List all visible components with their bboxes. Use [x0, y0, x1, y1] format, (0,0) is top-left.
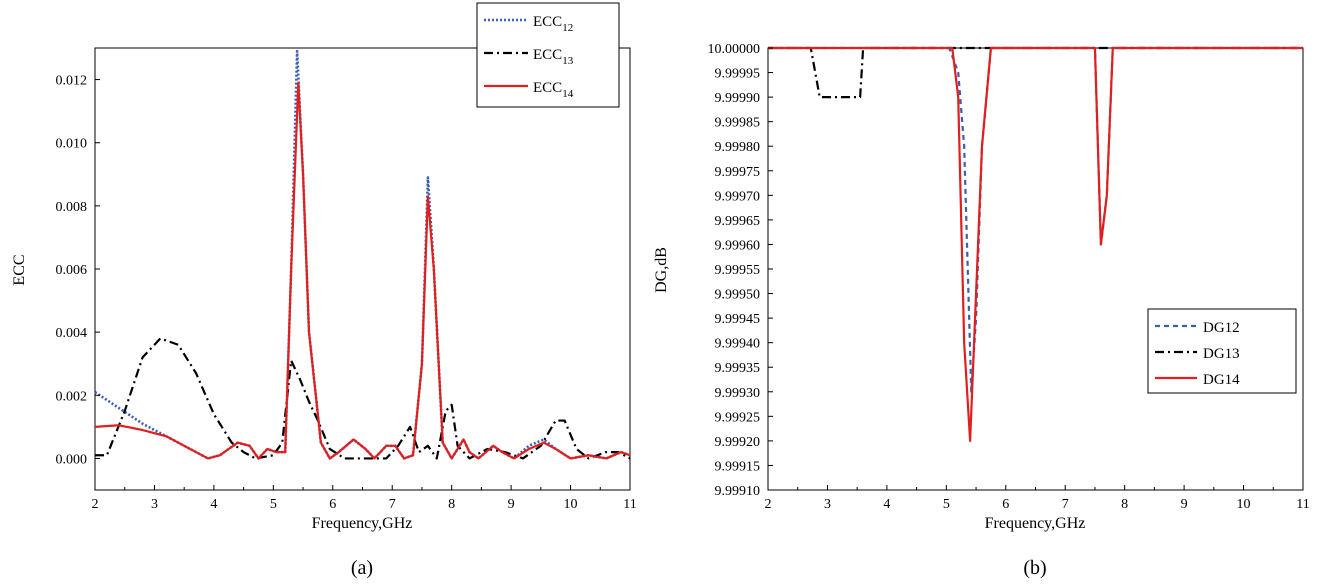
- x-tick-label: 9: [508, 497, 515, 512]
- legend-label-subscript: 12: [562, 22, 573, 34]
- x-tick-label: 9: [1181, 497, 1188, 512]
- x-tick-label: 11: [623, 497, 636, 512]
- legend-label-dg12: DG12: [1203, 320, 1240, 336]
- y-tick-label: 0.012: [56, 74, 88, 89]
- y-tick-label: 9.99965: [715, 214, 761, 229]
- legend-label-main: ECC: [533, 47, 562, 63]
- x-tick-label: 5: [943, 497, 950, 512]
- y-tick-label: 9.99920: [715, 435, 761, 450]
- legend-label-main: ECC: [533, 80, 562, 96]
- y-tick-label: 0.006: [56, 263, 88, 278]
- legend-label-dg14: DG14: [1203, 372, 1240, 388]
- series-line-ecc12: [95, 51, 630, 458]
- caption-a: (a): [351, 557, 373, 579]
- series-line-ecc14: [95, 83, 630, 459]
- x-tick-label: 4: [210, 497, 217, 512]
- y-tick-label: 9.99915: [715, 459, 761, 474]
- caption-b: (b): [1023, 557, 1046, 579]
- x-tick-label: 7: [389, 497, 396, 512]
- y-tick-label: 0.002: [56, 389, 88, 404]
- x-tick-label: 8: [448, 497, 455, 512]
- y-tick-label: 0.010: [56, 137, 88, 152]
- x-tick-label: 10: [1237, 497, 1251, 512]
- y-tick-label: 10.00000: [708, 42, 761, 57]
- x-tick-label: 8: [1121, 497, 1128, 512]
- y-tick-label: 9.99975: [715, 165, 761, 180]
- y-tick-label: 0.000: [56, 452, 88, 467]
- y-axis-label-ecc: ECC: [11, 254, 28, 285]
- x-tick-label: 7: [1062, 497, 1069, 512]
- legend-label-dg13: DG13: [1203, 346, 1240, 362]
- chart-ecc: 2 3 4 5 6 7 8 9 10 11 0.000 0.002 0.004 0.006 0.008 0.…: [11, 3, 637, 579]
- x-tick-label: 6: [1002, 497, 1009, 512]
- legend-label-main: ECC: [533, 14, 562, 30]
- y-tick-label: 9.99980: [715, 140, 761, 155]
- y-tick-label: 9.99930: [715, 386, 761, 401]
- y-tick-label: 0.004: [56, 326, 88, 341]
- x-axis-label-dg: Frequency,GHz: [985, 515, 1086, 532]
- y-tick-label: 9.99970: [715, 189, 761, 204]
- legend-label-subscript: 14: [562, 88, 574, 100]
- x-tick-label: 6: [329, 497, 336, 512]
- y-tick-label: 9.99995: [715, 67, 761, 82]
- y-tick-label: 9.99960: [715, 238, 761, 253]
- y-tick-label: 9.99935: [715, 361, 761, 376]
- x-tick-label: 10: [564, 497, 578, 512]
- y-tick-label: 9.99910: [715, 484, 761, 499]
- x-tick-label: 2: [765, 497, 772, 512]
- x-tick-label: 11: [1296, 497, 1309, 512]
- y-axis-label-dg: DG,dB: [653, 247, 670, 293]
- x-tick-label: 4: [883, 497, 890, 512]
- plot-frame-ecc: [95, 48, 630, 490]
- y-tick-label: 9.99990: [715, 91, 761, 106]
- chart-dg: 2 3 4 5 6 7 8 9 10 11 9.99910 9.99915 9.99920 9.9992…: [653, 42, 1310, 579]
- x-axis-label-ecc: Frequency,GHz: [312, 515, 413, 532]
- y-tick-label: 9.99925: [715, 410, 761, 425]
- series-line-dg13: [768, 48, 1303, 97]
- x-tick-label: 5: [270, 497, 277, 512]
- plot-frame-dg: [768, 48, 1303, 490]
- x-tick-label: 2: [92, 497, 99, 512]
- y-tick-label: 0.008: [56, 200, 88, 215]
- legend-label-subscript: 13: [562, 55, 574, 67]
- y-tick-label: 9.99945: [715, 312, 761, 327]
- y-tick-label: 9.99985: [715, 116, 761, 131]
- legend-dg: DG12 DG13 DG14: [1148, 309, 1296, 393]
- x-tick-label: 3: [151, 497, 158, 512]
- y-tick-label: 9.99940: [715, 337, 761, 352]
- x-tick-label: 3: [824, 497, 831, 512]
- y-tick-label: 9.99955: [715, 263, 761, 278]
- y-tick-label: 9.99950: [715, 288, 761, 303]
